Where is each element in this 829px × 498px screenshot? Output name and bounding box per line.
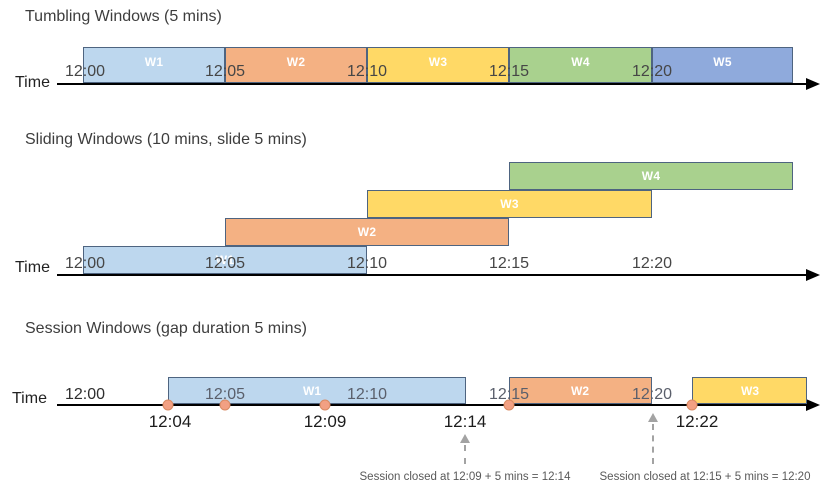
window-label: W4: [641, 169, 661, 183]
sliding-tick-1220: 12:20: [631, 255, 673, 272]
session-tick-1220: 12:20: [631, 386, 673, 403]
window-label: W2: [286, 55, 306, 69]
event-dot: [319, 399, 331, 411]
event-dot: [686, 399, 698, 411]
sliding-window-w1: W1: [83, 246, 367, 274]
sliding-window-w3: W3: [367, 190, 652, 218]
window-label: W3: [428, 55, 448, 69]
tumbling-window-w3: W3: [367, 47, 509, 83]
window-label: W1: [215, 253, 235, 267]
window-label: W5: [713, 55, 732, 69]
tumbling-window-w4: W4: [509, 47, 652, 83]
session-close-annotation-1: Session closed at 12:09 + 5 mins = 12:14: [359, 471, 571, 483]
session-close-annotation-2: Session closed at 12:15 + 5 mins = 12:20: [599, 471, 811, 483]
sliding-time-axis: [57, 274, 808, 276]
session-window-w3: [692, 377, 807, 404]
session-time-axis-label: Time: [12, 390, 47, 407]
event-time-label: 12:22: [675, 412, 719, 431]
session-window-w1: [168, 377, 466, 404]
sliding-window-w2: W2: [225, 218, 509, 246]
sliding-window-w4: W4: [509, 162, 793, 190]
window-label: W1: [144, 55, 164, 69]
session-window-w2: [509, 377, 652, 404]
tumbling-tick-1200: 12:00: [64, 63, 106, 80]
event-dot: [219, 399, 231, 411]
window-label: W1: [303, 384, 321, 398]
tumbling-time-axis: [57, 83, 808, 85]
tumbling-window-w1: W1: [83, 47, 225, 83]
tumbling-time-axis-label: Time: [15, 74, 50, 91]
tumbling-tick-1205: 12:05: [204, 63, 246, 80]
session-close-arrow-icon: [460, 434, 470, 443]
event-time-label: 12:14: [443, 412, 487, 431]
tumbling-axis-arrow-icon: [806, 78, 820, 90]
sliding-tick-1205: 12:05: [204, 255, 246, 272]
sliding-time-axis-label: Time: [15, 259, 50, 276]
session-section-title: Session Windows (gap duration 5 mins): [25, 320, 307, 337]
window-label: W2: [357, 225, 377, 239]
session-tick-1215: 12:15: [488, 386, 530, 403]
sliding-tick-1200: 12:00: [64, 255, 106, 272]
tumbling-section-title: Tumbling Windows (5 mins): [25, 8, 222, 25]
sliding-section-title: Sliding Windows (10 mins, slide 5 mins): [25, 131, 307, 148]
tumbling-tick-1215: 12:15: [488, 63, 530, 80]
session-close-arrow-shaft: [652, 424, 654, 464]
session-axis-arrow-icon: [806, 399, 820, 411]
sliding-tick-1210: 12:10: [346, 255, 388, 272]
tumbling-tick-1220: 12:20: [631, 63, 673, 80]
session-time-axis: [57, 404, 808, 406]
session-tick-1200: 12:00: [64, 386, 106, 403]
session-tick-1210: 12:10: [346, 386, 388, 403]
event-dot: [503, 399, 515, 411]
event-dot: [162, 399, 174, 411]
session-tick-1205: 12:05: [204, 386, 246, 403]
event-time-label: 12:09: [303, 412, 347, 431]
session-close-arrow-shaft: [464, 445, 466, 464]
window-label: W2: [571, 384, 589, 398]
window-label: W3: [500, 197, 519, 211]
sliding-tick-1215: 12:15: [488, 255, 530, 272]
tumbling-window-w2: W2: [225, 47, 367, 83]
sliding-axis-arrow-icon: [806, 269, 820, 281]
window-label: W4: [571, 55, 590, 69]
tumbling-tick-1210: 12:10: [346, 63, 388, 80]
window-label: W3: [741, 384, 759, 398]
event-time-label: 12:04: [148, 412, 192, 431]
tumbling-window-w5: W5: [652, 47, 793, 83]
session-close-arrow-icon: [648, 413, 658, 422]
